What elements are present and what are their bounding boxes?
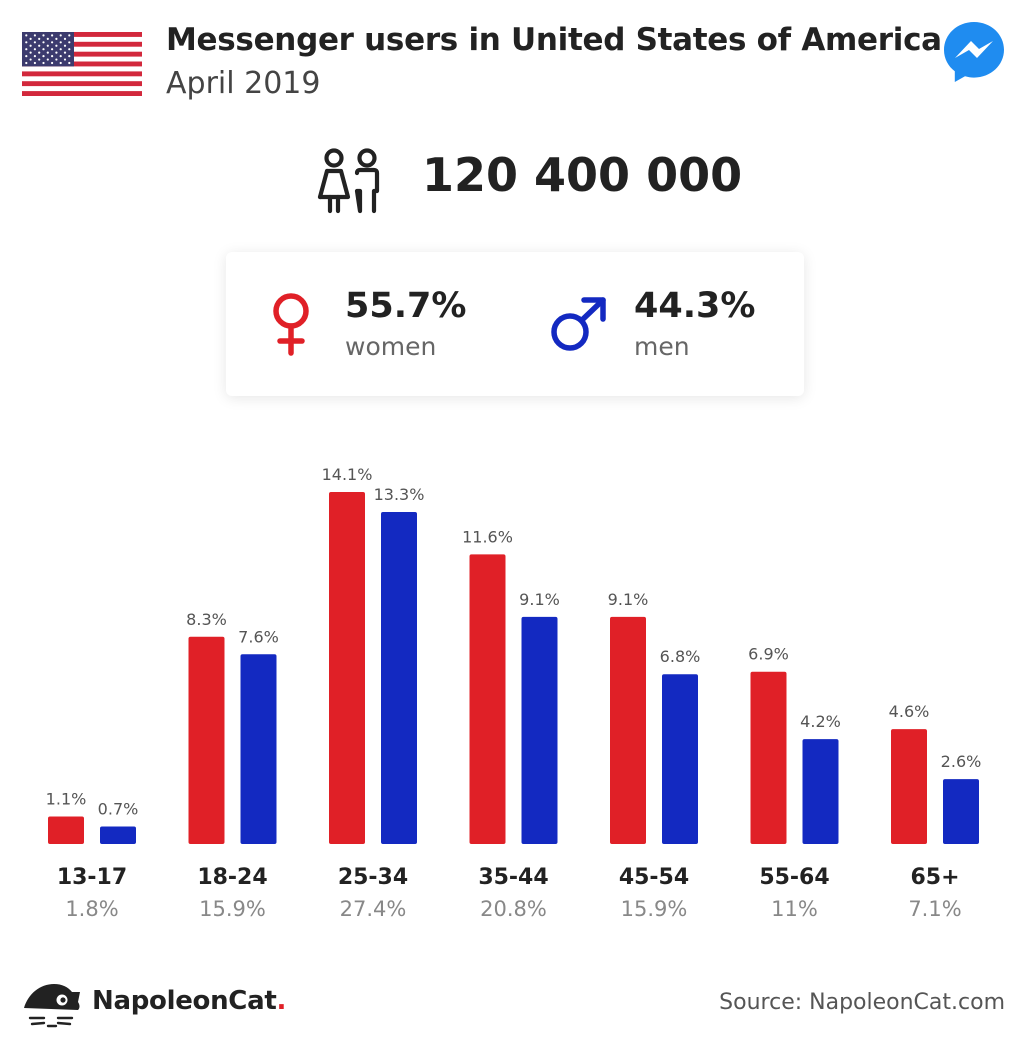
bar-value-label: 11.6%: [462, 527, 513, 546]
bar-women-35-44: [469, 554, 506, 844]
bar-value-label: 9.1%: [519, 590, 560, 609]
age-group-share: 11%: [771, 897, 818, 921]
source-credit: Source: NapoleonCat.com: [719, 990, 1005, 1015]
bar-men-35-44: [521, 616, 558, 844]
age-group-share: 20.8%: [480, 897, 547, 921]
bar-women-18-24: [188, 636, 225, 844]
bar-value-label: 13.3%: [374, 485, 425, 504]
women-percent: 55.7%: [345, 286, 467, 326]
brand-name: NapoleonCat.: [92, 986, 286, 1016]
gender-split-card: 55.7% women 44.3% men: [226, 252, 804, 396]
bar-value-label: 8.3%: [186, 610, 227, 629]
age-group-label: 55-64: [759, 865, 829, 890]
age-group-share: 15.9%: [621, 897, 688, 921]
bar-value-label: 2.6%: [941, 752, 982, 771]
age-group-label: 65+: [910, 865, 959, 890]
messenger-logo-icon: [944, 22, 1004, 82]
brand-dot: .: [276, 986, 287, 1016]
female-symbol-icon: [273, 293, 309, 356]
bar-value-label: 6.9%: [748, 645, 789, 664]
bar-women-13-17: [48, 816, 84, 844]
bar-men-45-54: [662, 674, 698, 844]
us-flag-icon: [22, 32, 142, 96]
age-group-label: 13-17: [57, 865, 127, 890]
bar-value-label: 1.1%: [46, 790, 87, 809]
age-group-label: 45-54: [619, 865, 689, 890]
bar-women-45-54: [610, 616, 646, 844]
page-title: Messenger users in United States of Amer…: [166, 22, 942, 58]
age-gender-bar-chart: 1.1% 0.7% 13-17 1.8% 8.3% 7.6% 18-24 15.9% 14.1%…: [46, 465, 982, 921]
age-group-label: 25-34: [338, 865, 408, 890]
bar-men-55-64: [802, 739, 839, 844]
total-users: 120 400 000: [422, 148, 743, 202]
bar-men-18-24: [240, 654, 277, 844]
bar-value-label: 7.6%: [238, 627, 279, 646]
men-percent: 44.3%: [634, 286, 756, 326]
bar-value-label: 14.1%: [322, 465, 373, 484]
women-label: women: [345, 332, 437, 361]
bar-value-label: 0.7%: [98, 800, 139, 819]
male-symbol-icon: [551, 297, 606, 351]
bar-women-55-64: [750, 671, 787, 844]
bar-men-25-34: [381, 511, 417, 844]
bar-men-13-17: [100, 826, 136, 844]
age-group-label: 18-24: [197, 865, 267, 890]
bar-men-65+: [943, 779, 979, 844]
men-label: men: [634, 332, 690, 361]
brand-text: NapoleonCat: [92, 986, 277, 1016]
bar-value-label: 4.2%: [800, 712, 841, 731]
age-group-share: 1.8%: [65, 897, 118, 921]
bar-value-label: 4.6%: [889, 702, 930, 721]
bar-value-label: 9.1%: [608, 590, 649, 609]
users-icon: [317, 148, 380, 214]
page-subtitle: April 2019: [166, 66, 321, 101]
bar-value-label: 6.8%: [660, 647, 701, 666]
age-group-share: 15.9%: [199, 897, 266, 921]
bar-women-25-34: [329, 492, 365, 844]
age-group-share: 7.1%: [908, 897, 961, 921]
age-group-share: 27.4%: [340, 897, 407, 921]
bar-women-65+: [891, 729, 927, 844]
napoleoncat-logo-icon: [24, 984, 80, 1028]
age-group-label: 35-44: [478, 865, 548, 890]
